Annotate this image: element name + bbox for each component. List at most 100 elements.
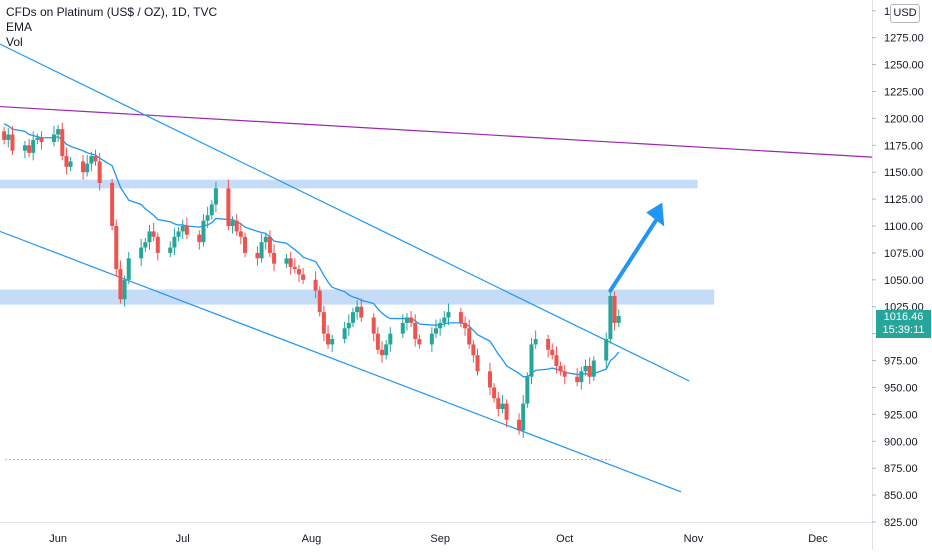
candle-body bbox=[110, 182, 115, 227]
arrow-shaft bbox=[608, 216, 660, 293]
price-tick-label: 875.00 bbox=[884, 463, 918, 475]
time-tick-label: Aug bbox=[302, 533, 322, 545]
candle-body bbox=[68, 161, 73, 167]
candle-body bbox=[471, 344, 476, 356]
legend-title: CFDs on Platinum (US$ / OZ), 1D, TVC bbox=[6, 5, 218, 19]
legend-ema[interactable]: EMA bbox=[6, 20, 33, 34]
price-tick-label: 925.00 bbox=[884, 409, 918, 421]
candle-body bbox=[558, 365, 563, 372]
candle-body bbox=[525, 376, 530, 404]
horizontal-zone bbox=[0, 289, 715, 305]
candle-body bbox=[517, 419, 522, 431]
candle-body bbox=[554, 355, 559, 366]
candle-body bbox=[608, 295, 613, 340]
trendline bbox=[0, 43, 690, 382]
candle-body bbox=[438, 322, 443, 329]
last-price-tag: 1016.46 15:39:11 bbox=[876, 310, 931, 338]
candle-body bbox=[27, 145, 32, 153]
candle-body bbox=[342, 328, 347, 340]
candle-body bbox=[51, 134, 56, 143]
time-tick-label: Jul bbox=[176, 533, 190, 545]
candle-body bbox=[259, 242, 264, 259]
candle-body bbox=[64, 156, 69, 167]
candle-body bbox=[288, 258, 293, 267]
candle-body bbox=[197, 234, 202, 243]
candle-body bbox=[380, 349, 385, 356]
candle-body bbox=[296, 269, 301, 275]
candle-body bbox=[429, 333, 434, 345]
arrow-head bbox=[646, 202, 665, 227]
candle-body bbox=[180, 226, 185, 232]
time-tick-label: Oct bbox=[556, 533, 573, 545]
candle-body bbox=[184, 226, 189, 235]
price-tick-label: 950.00 bbox=[884, 382, 918, 394]
legend-vol[interactable]: Vol bbox=[6, 35, 23, 49]
price-tick-label: 1200.00 bbox=[884, 113, 924, 125]
candle-body bbox=[31, 139, 36, 153]
currency-selector[interactable]: USD bbox=[890, 4, 920, 23]
candle-body bbox=[434, 328, 438, 334]
candle-body bbox=[126, 258, 131, 280]
candle-body bbox=[114, 226, 119, 270]
candle-body bbox=[85, 163, 90, 173]
candle-body bbox=[500, 403, 505, 409]
candle-body bbox=[147, 231, 152, 243]
ema-line bbox=[3, 123, 620, 378]
candle-body bbox=[22, 145, 27, 151]
price-tick-label: 900.00 bbox=[884, 436, 918, 448]
candle-body bbox=[122, 279, 127, 300]
candle-body bbox=[176, 231, 181, 237]
candle-body bbox=[284, 258, 289, 264]
bar-countdown: 15:39:11 bbox=[882, 324, 925, 336]
trendline bbox=[0, 105, 873, 158]
trendline bbox=[0, 230, 682, 493]
candle-body bbox=[234, 220, 239, 232]
projection-arrow bbox=[608, 202, 665, 293]
candle-body bbox=[521, 403, 526, 431]
candle-body bbox=[583, 365, 588, 372]
candle-body bbox=[139, 247, 144, 259]
price-tick-label: 1150.00 bbox=[884, 167, 923, 179]
candle-body bbox=[155, 236, 160, 253]
candle-body bbox=[463, 322, 468, 329]
candle-body bbox=[242, 236, 247, 253]
time-tick-label: Dec bbox=[808, 533, 828, 545]
candle-body bbox=[371, 317, 376, 334]
candle-body bbox=[272, 252, 277, 264]
candle-body bbox=[384, 344, 389, 356]
candle-body bbox=[10, 134, 15, 151]
price-tick-label: 1175.00 bbox=[884, 140, 923, 152]
candle-body bbox=[2, 131, 7, 140]
candle-body bbox=[313, 279, 318, 291]
price-tick-label: 1075.00 bbox=[884, 248, 924, 260]
chart-legend: CFDs on Platinum (US$ / OZ), 1D, TVC EMA… bbox=[6, 5, 217, 50]
candle-body bbox=[317, 290, 322, 313]
candle-body bbox=[151, 231, 156, 237]
candle-body bbox=[39, 137, 44, 143]
price-tick-label: 825.00 bbox=[884, 517, 918, 529]
candle-body bbox=[467, 328, 472, 345]
candle-body bbox=[388, 333, 393, 345]
candle-body bbox=[604, 339, 609, 361]
price-tick-label: 1275.00 bbox=[884, 33, 924, 45]
candle-body bbox=[97, 161, 102, 183]
candle-body bbox=[201, 220, 206, 243]
time-tick-label: Nov bbox=[684, 533, 704, 545]
candle-body bbox=[205, 215, 210, 221]
time-tick-label: Jun bbox=[49, 533, 67, 545]
price-tick-label: 1100.00 bbox=[884, 221, 923, 233]
candle-body bbox=[81, 161, 86, 173]
price-tick-label: 1050.00 bbox=[884, 275, 924, 287]
candle-body bbox=[504, 403, 509, 420]
candle-body bbox=[533, 339, 538, 345]
candle-body bbox=[267, 236, 272, 253]
candle-body bbox=[238, 231, 243, 237]
time-tick-label: Sep bbox=[430, 533, 450, 545]
candle-body bbox=[350, 312, 355, 323]
candle-body bbox=[575, 376, 580, 383]
candle-body bbox=[591, 360, 596, 377]
candle-body bbox=[616, 315, 621, 323]
horizontal-zone bbox=[0, 179, 698, 189]
